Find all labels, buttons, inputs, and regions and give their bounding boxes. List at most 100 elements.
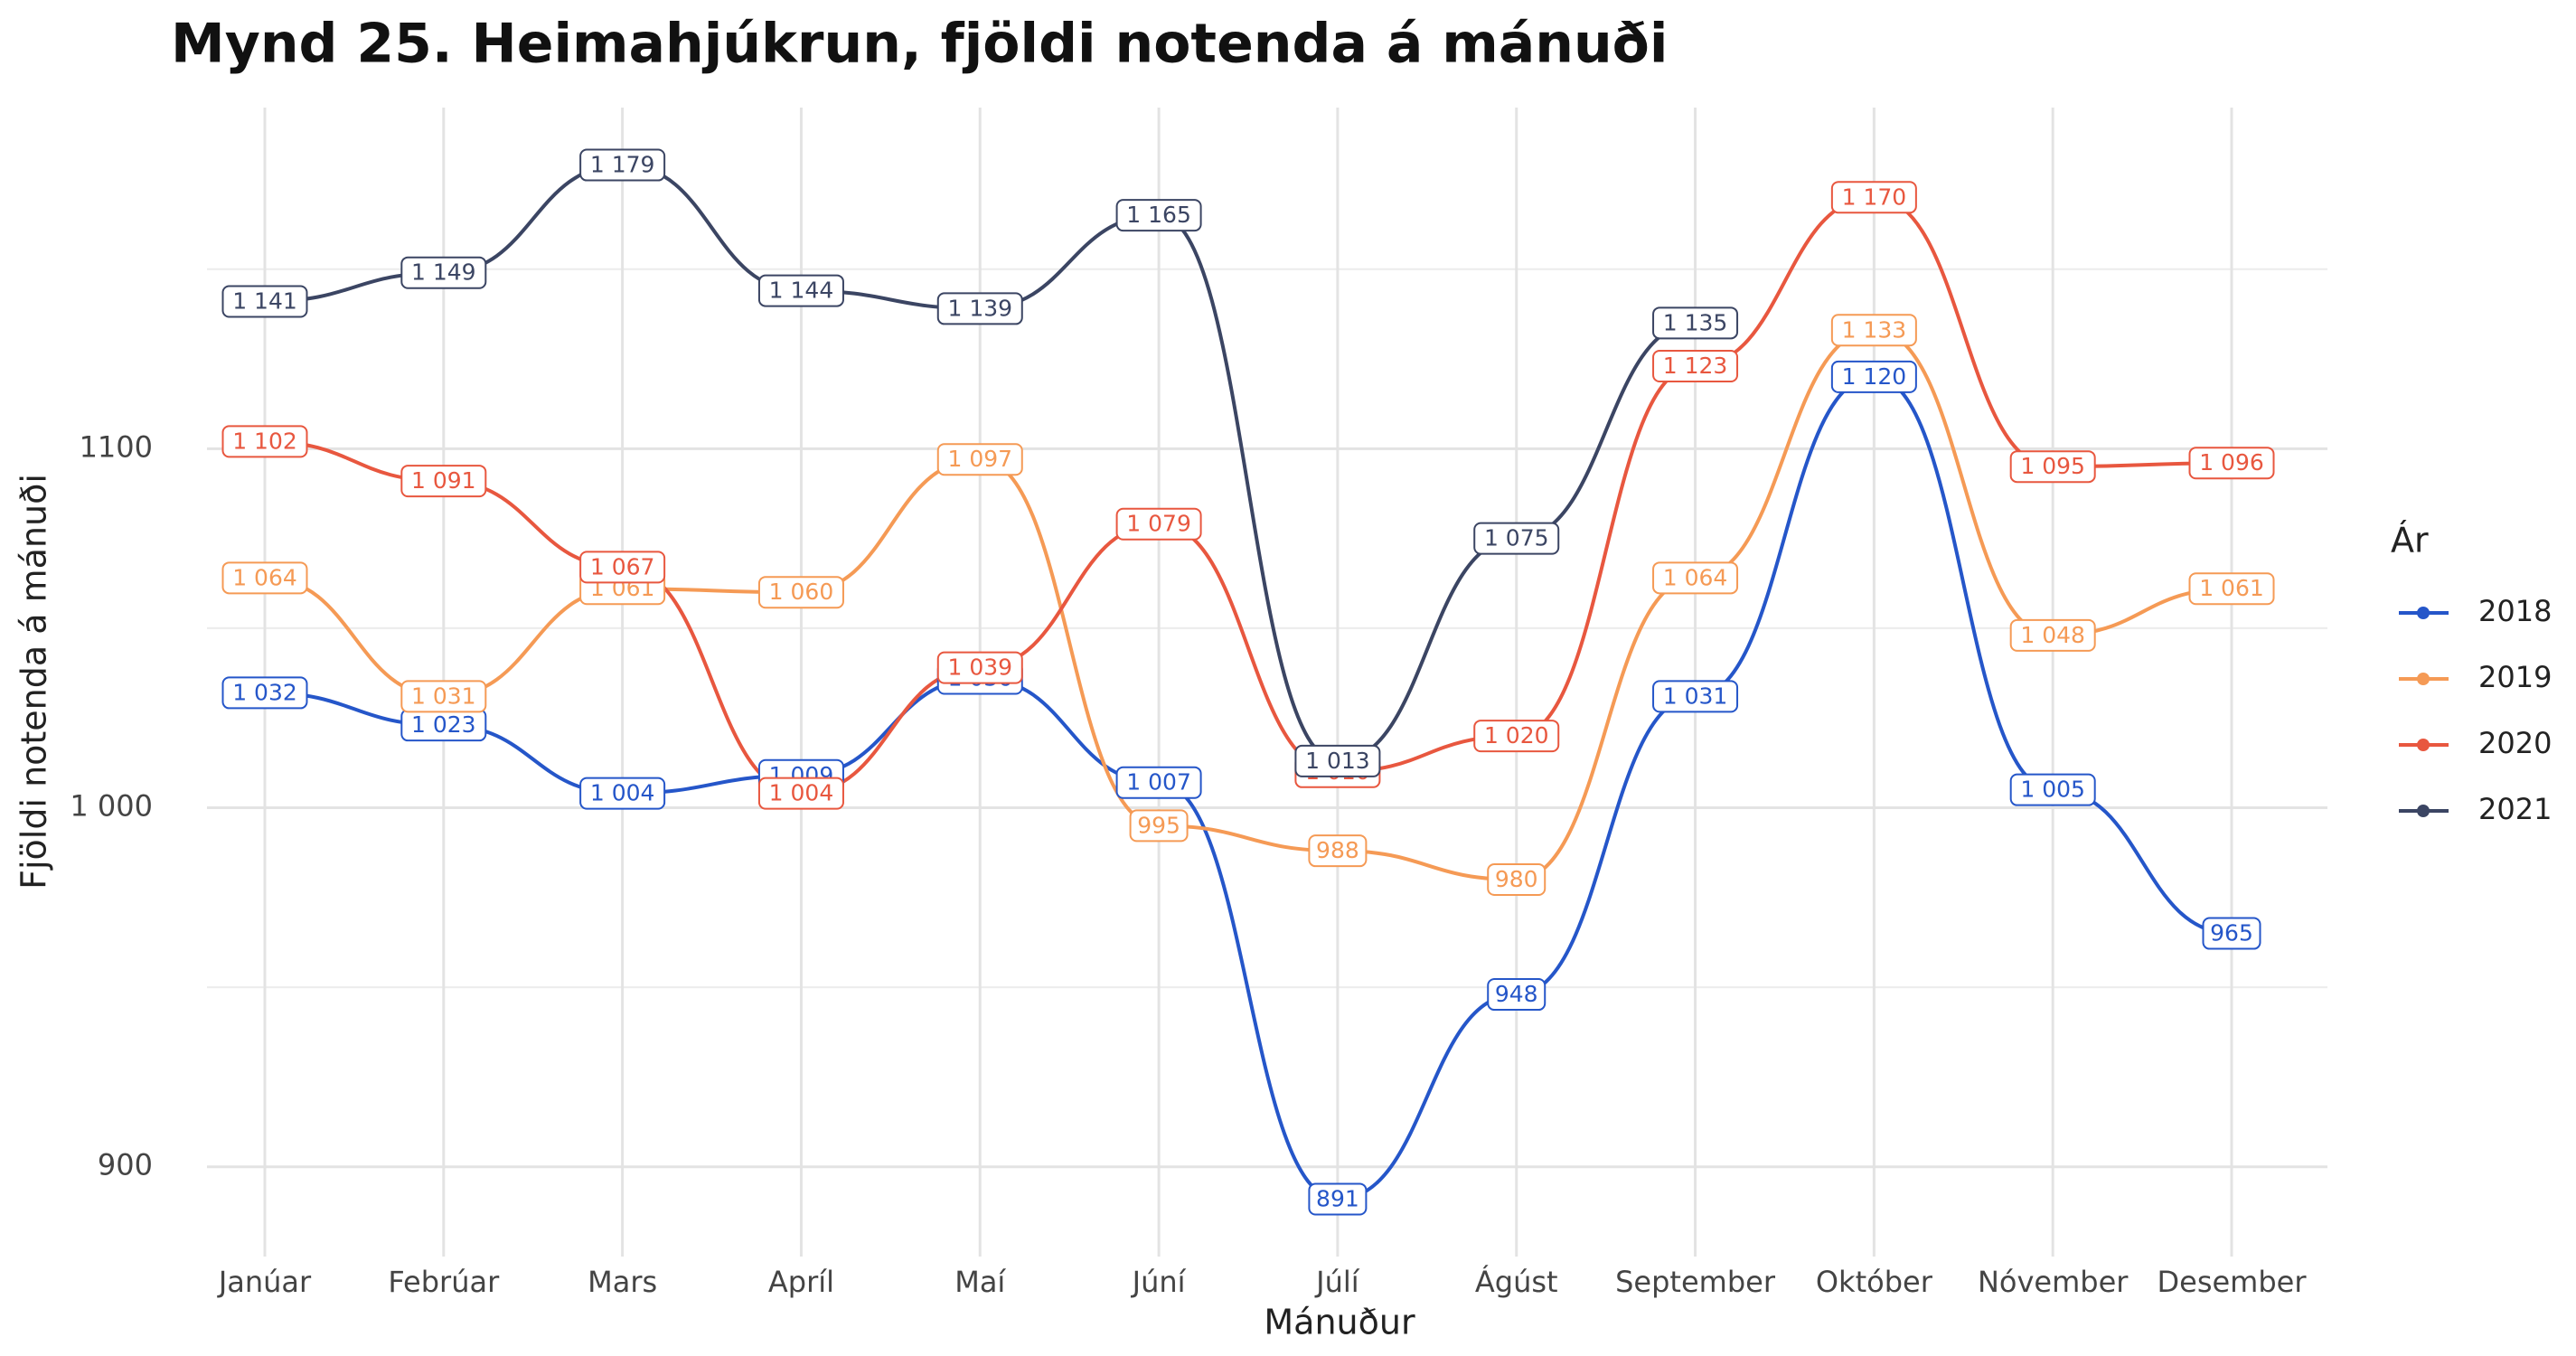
data-label-text: 1 039 (947, 654, 1012, 681)
x-tick-label: Febrúar (388, 1265, 500, 1299)
data-label-text: 988 (1316, 837, 1359, 863)
data-label-box (2009, 618, 2096, 652)
x-tick-label: Júlí (1314, 1265, 1360, 1299)
data-label: 1 141 (221, 285, 308, 318)
x-tick-label: September (1615, 1265, 1776, 1299)
data-label: 1 032 (221, 676, 308, 710)
y-tick-label: 1100 (80, 429, 153, 464)
data-label-box (221, 676, 308, 710)
data-label-box (757, 576, 844, 609)
data-label-box (1487, 978, 1547, 1012)
x-tick-label: Desember (2157, 1265, 2307, 1299)
data-label: 1 135 (1652, 306, 1739, 340)
data-label: 1 007 (1115, 766, 1202, 799)
data-label: 1 139 (936, 292, 1023, 325)
data-label-text: 1 020 (1484, 722, 1549, 749)
data-label-box (1487, 862, 1547, 896)
y-axis-title: Fjöldi notenda á mánuði (14, 474, 54, 890)
data-label-text: 1 179 (590, 152, 655, 178)
data-label-text: 1 064 (1663, 564, 1728, 590)
data-label-box (936, 443, 1023, 476)
data-label-box (1652, 306, 1739, 340)
data-label-text: 1 004 (590, 780, 655, 806)
data-label: 1 004 (757, 777, 844, 810)
legend-title: Ár (2391, 521, 2429, 560)
data-label-text: 1 067 (590, 553, 655, 579)
data-label-box (221, 285, 308, 318)
data-label-box (936, 651, 1023, 684)
data-label: 1 061 (2188, 572, 2275, 606)
data-label-text: 891 (1316, 1185, 1359, 1211)
data-label: 1 075 (1473, 522, 1560, 555)
data-label-box (400, 680, 487, 713)
data-label-text: 965 (2210, 920, 2253, 946)
data-label: 1 067 (579, 551, 666, 584)
data-label-text: 1 135 (1663, 309, 1728, 335)
data-label-text: 1 133 (1842, 316, 1907, 343)
data-label: 1 179 (579, 148, 666, 182)
data-label-box (1652, 561, 1739, 595)
data-label-box (1830, 181, 1917, 214)
data-label-text: 1 096 (2199, 449, 2264, 476)
data-label: 1 031 (1652, 680, 1739, 713)
data-label-text: 1 007 (1126, 769, 1191, 796)
data-label: 980 (1487, 862, 1547, 896)
data-label: 1 120 (1830, 360, 1917, 393)
data-label: 1 048 (2009, 618, 2096, 652)
series-line (264, 163, 1696, 763)
data-label-box (221, 425, 308, 458)
data-label-box (221, 561, 308, 595)
data-label-box (1308, 834, 1368, 868)
data-label-text: 1 061 (2199, 575, 2264, 601)
chart-title: Mynd 25. Heimahjúkrun, fjöldi notenda á … (171, 13, 1668, 76)
data-label-box (579, 148, 666, 182)
data-label-box (2009, 773, 2096, 806)
data-label-text: 1 005 (2020, 777, 2085, 803)
data-label: 1 064 (1652, 561, 1739, 595)
legend-label: 2021 (2478, 792, 2552, 826)
data-label-text: 1 004 (769, 780, 834, 806)
x-tick-label: Október (1816, 1265, 1933, 1299)
data-label-box (579, 777, 666, 810)
data-label-text: 1 048 (2020, 622, 2085, 648)
data-label-box (2009, 450, 2096, 484)
data-label: 995 (1129, 809, 1189, 843)
legend-label: 2019 (2478, 660, 2552, 694)
data-label-box (936, 292, 1023, 325)
data-label: 1 005 (2009, 773, 2096, 806)
data-label: 1 060 (757, 576, 844, 609)
data-label: 965 (2202, 917, 2261, 950)
data-label-text: 948 (1495, 981, 1538, 1007)
data-label: 1 097 (936, 443, 1023, 476)
data-label: 1 004 (579, 777, 666, 810)
data-label-text: 980 (1495, 866, 1538, 892)
series-line (264, 328, 2233, 881)
data-label: 1 020 (1473, 720, 1560, 753)
x-tick-label: Júní (1131, 1265, 1187, 1299)
legend-dot (2417, 805, 2430, 817)
data-label: 1 095 (2009, 450, 2096, 484)
data-label: 948 (1487, 978, 1547, 1012)
data-label-box (1129, 809, 1189, 843)
data-label-text: 1 060 (769, 579, 834, 605)
data-label-text: 1 120 (1842, 363, 1907, 390)
data-label-text: 1 165 (1126, 202, 1191, 228)
data-label-box (1652, 349, 1739, 382)
x-axis-title: Mánuður (1264, 1303, 1415, 1342)
data-label: 1 013 (1294, 744, 1381, 777)
data-label: 1 170 (1830, 181, 1917, 214)
data-label: 1 031 (400, 680, 487, 713)
data-label: 1 023 (400, 709, 487, 742)
data-label: 1 102 (221, 425, 308, 458)
data-label: 1 096 (2188, 447, 2275, 480)
data-label: 1 091 (400, 465, 487, 498)
legend-label: 2020 (2478, 726, 2552, 760)
data-label-box (1830, 360, 1917, 393)
data-label-box (2188, 572, 2275, 606)
data-label-text: 1 095 (2020, 453, 2085, 479)
data-label-box (1115, 199, 1202, 232)
data-label-box (757, 777, 844, 810)
data-label-box (1830, 314, 1917, 347)
data-label: 1 079 (1115, 507, 1202, 541)
legend-label: 2018 (2478, 594, 2552, 628)
